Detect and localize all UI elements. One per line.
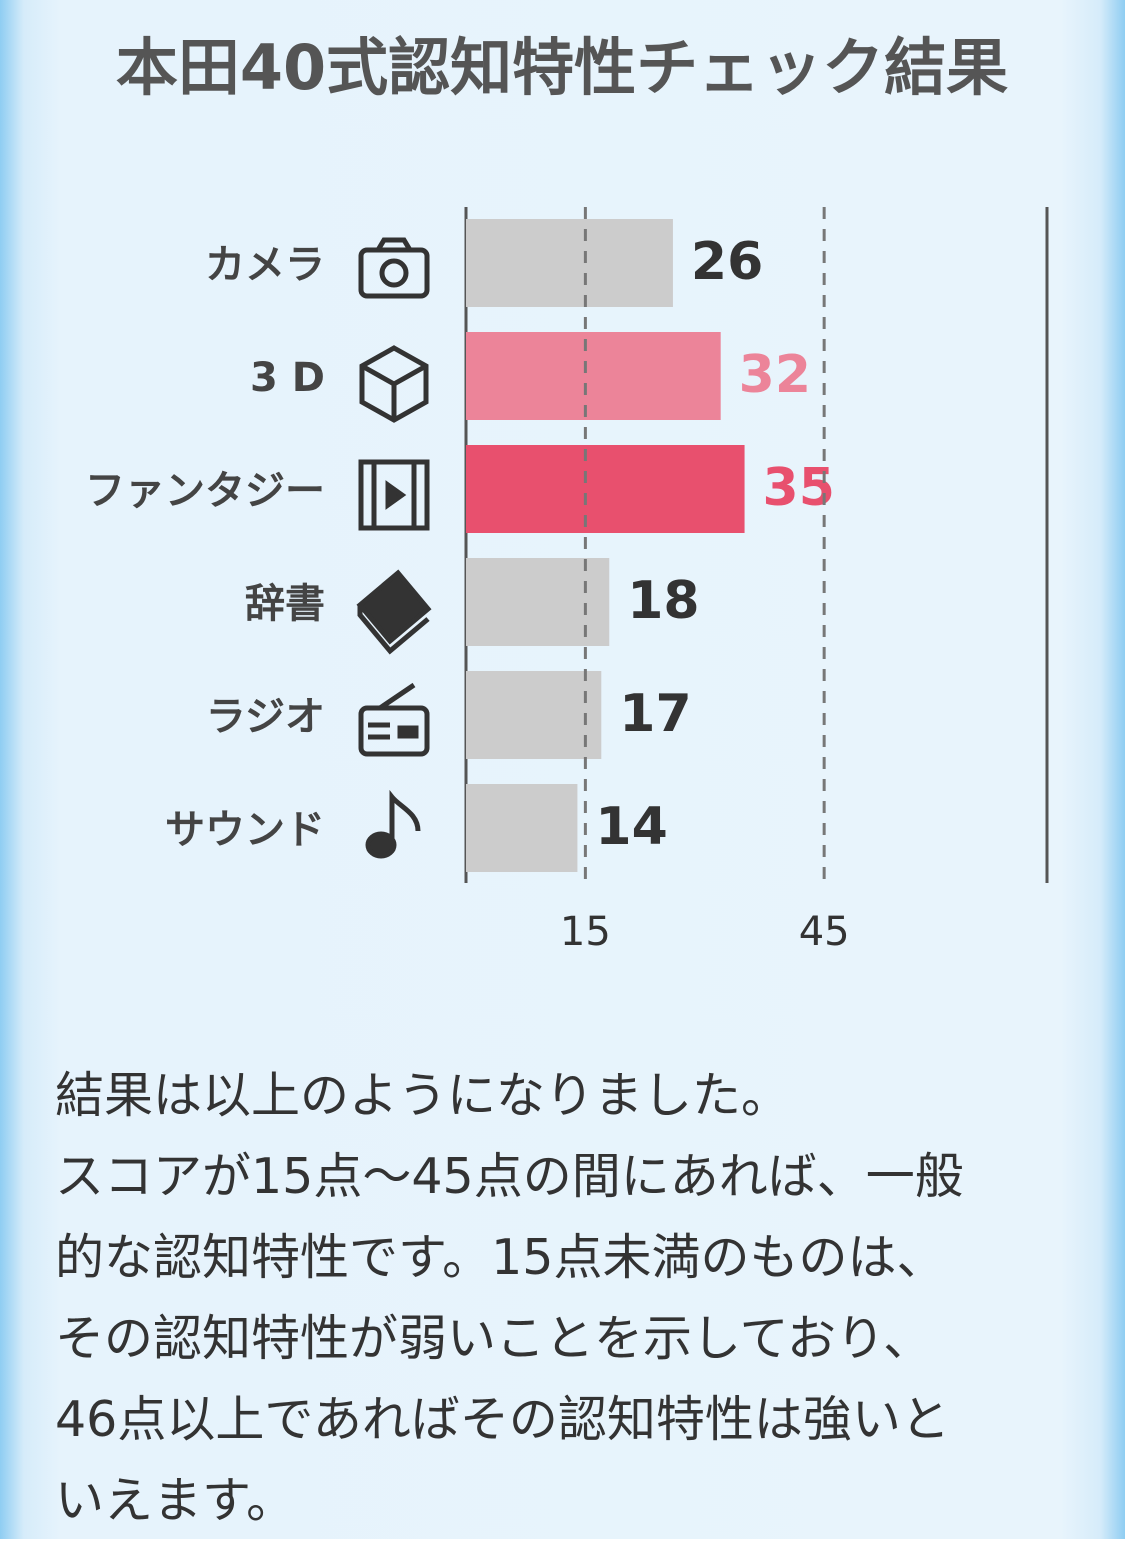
- value-label: 32: [739, 345, 811, 405]
- bar: [466, 784, 578, 872]
- category-label: ラジオ: [206, 694, 325, 740]
- cube-icon: [359, 345, 429, 423]
- paragraph-line: いえます。: [55, 1472, 296, 1529]
- value-label: 14: [595, 797, 667, 857]
- bar: [466, 445, 745, 533]
- category-label: カメラ: [205, 242, 325, 288]
- paragraph: 結果は以上のようになりました。スコアが15点〜45点の間にあれば、一般 的な認知特…: [55, 1055, 1095, 1541]
- category-label: 辞書: [245, 581, 325, 627]
- bar: [466, 219, 673, 307]
- radio-icon: [358, 682, 430, 757]
- bar: [466, 671, 602, 759]
- value-label: 17: [619, 684, 691, 744]
- value-label: 18: [627, 571, 699, 631]
- chart-title: 本田40式認知特性チェック結果: [116, 31, 1008, 104]
- category-label: 3 D: [250, 355, 325, 401]
- category-label: ファンタジー: [85, 468, 325, 514]
- book-icon: [356, 569, 432, 655]
- paragraph-line: 結果は以上のようになりました。: [55, 1067, 791, 1124]
- x-tick-label: 45: [799, 909, 850, 955]
- paragraph-line: 46点以上であればその認知特性は強いと: [55, 1391, 950, 1448]
- chart: 本田40式認知特性チェック結果 カメラ 26 3 D 32 ファンタジー 35 辞書 18 ラジ…: [85, 31, 1049, 955]
- value-label: 35: [763, 458, 835, 518]
- bar: [466, 332, 721, 420]
- film-icon: [358, 459, 430, 531]
- camera-icon: [358, 237, 430, 299]
- bar: [466, 558, 610, 646]
- category-label: サウンド: [165, 807, 325, 853]
- paragraph-line: その認知特性が弱いことを示しており、: [55, 1310, 933, 1367]
- icons: [356, 237, 432, 859]
- note-icon: [365, 789, 421, 859]
- paragraph-line: スコアが15点〜45点の間にあれば、一般: [55, 1148, 964, 1205]
- x-tick-label: 15: [560, 909, 611, 955]
- paragraph-line: 的な認知特性です。15点未満のものは、: [55, 1229, 946, 1286]
- value-label: 26: [691, 232, 763, 292]
